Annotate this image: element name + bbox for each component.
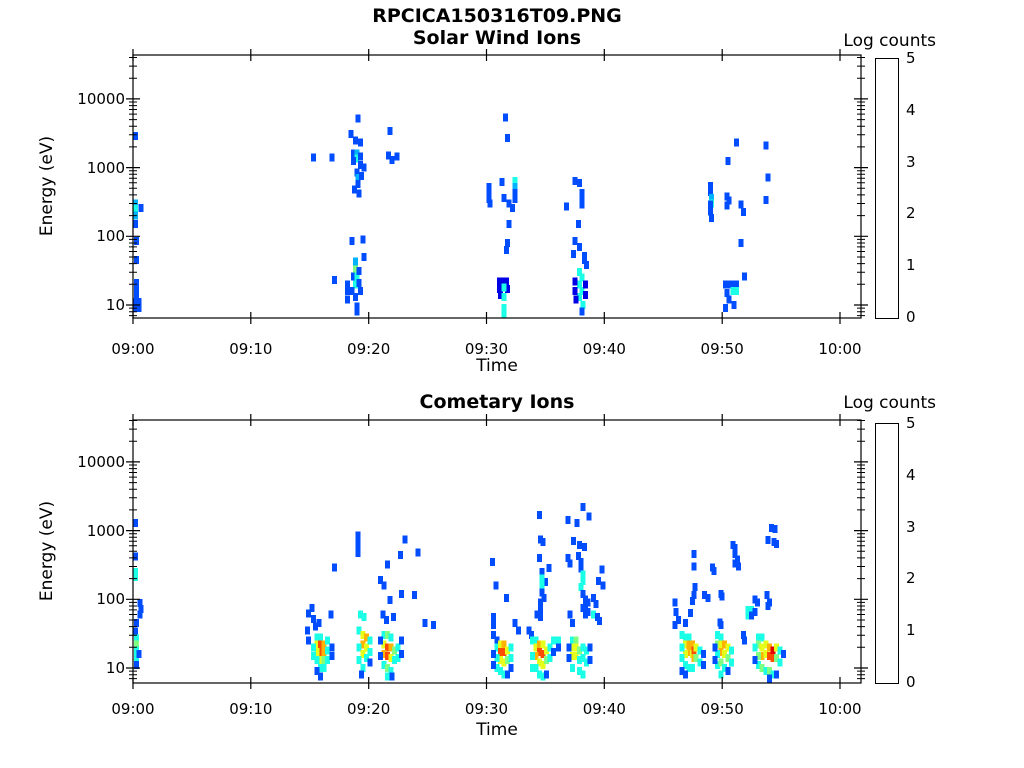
x-tick-label: 09:10: [229, 340, 273, 358]
colorbar-label-top: Log counts: [843, 31, 936, 51]
colorbar-tick-label: 2: [906, 569, 916, 588]
y-tick-label: 10000: [77, 89, 125, 108]
colorbar-tick-label: 4: [906, 100, 916, 119]
x-tick-label: 09:50: [700, 700, 744, 718]
y-tick-label: 10: [105, 659, 125, 677]
colorbar-top: [875, 58, 899, 319]
x-tick-label: 09:30: [464, 700, 509, 718]
x-tick-label: 09:20: [347, 700, 391, 718]
spectrogram-cells-1: [133, 503, 786, 683]
spectrogram-cells-0: [133, 113, 771, 318]
x-tick-label: 09:10: [229, 700, 273, 718]
y-tick-label: 1000: [86, 521, 125, 540]
x-axis-label-top: Time: [476, 356, 518, 376]
colorbar-tick-label: 5: [906, 49, 916, 67]
colorbar-tick-label: 0: [906, 673, 916, 691]
x-axis-label-bottom: Time: [476, 720, 518, 740]
y-tick-label: 100: [96, 590, 125, 609]
x-tick-label: 09:50: [700, 340, 744, 358]
y-tick-label: 10000: [77, 452, 125, 471]
colorbar-tick-label: 1: [906, 621, 916, 640]
colorbar-bottom: [875, 423, 899, 684]
x-tick-label: 09:40: [582, 340, 626, 358]
x-tick-label: 09:00: [111, 700, 155, 718]
colorbar-tick-label: 5: [906, 414, 916, 432]
x-tick-label: 09:30: [464, 340, 509, 358]
y-tick-label: 100: [96, 227, 125, 246]
x-tick-label: 09:00: [111, 340, 155, 358]
colorbar-tick-label: 1: [906, 256, 916, 275]
colorbar-tick-label: 4: [906, 465, 916, 484]
y-axis-label-top: Energy (eV): [37, 135, 57, 237]
colorbar-tick-label: 2: [906, 204, 916, 223]
colorbar-tick-label: 3: [906, 517, 916, 536]
x-tick-label: 09:20: [347, 340, 391, 358]
figure-title: RPCICA150316T09.PNG: [372, 5, 622, 27]
colorbar-label-bottom: Log counts: [843, 393, 936, 413]
y-axis-label-bottom: Energy (eV): [37, 500, 57, 602]
panel-title-solar-wind-ions: Solar Wind Ions: [412, 27, 582, 49]
panel-title-cometary-ions: Cometary Ions: [419, 391, 575, 413]
x-tick-label: 09:40: [582, 700, 626, 718]
y-tick-label: 10: [105, 296, 125, 314]
colorbar-tick-label: 3: [906, 152, 916, 171]
y-tick-label: 1000: [86, 158, 125, 177]
colorbar-tick-label: 0: [906, 308, 916, 326]
x-tick-label: 10:00: [818, 340, 862, 358]
x-tick-label: 10:00: [818, 700, 862, 718]
